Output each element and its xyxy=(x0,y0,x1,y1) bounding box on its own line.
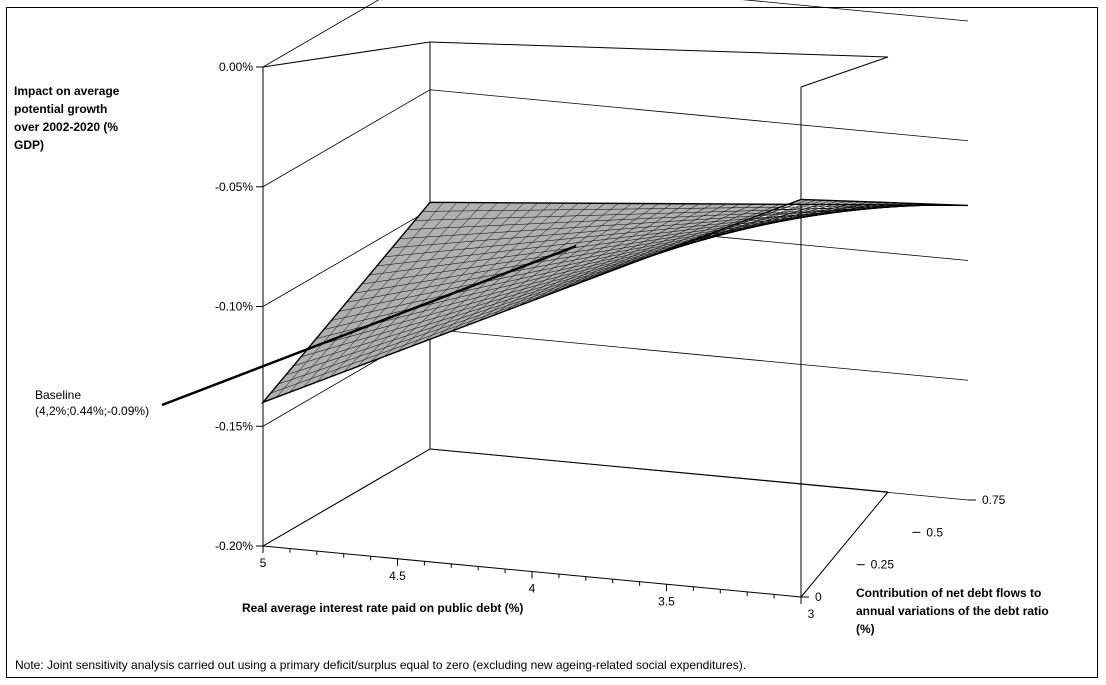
mesh-line xyxy=(407,204,946,230)
mesh-line xyxy=(414,204,953,221)
x-tick-label: 3.5 xyxy=(658,594,675,608)
y-tick-label: 0.5 xyxy=(926,525,943,539)
mesh-line xyxy=(384,203,923,258)
y-axis-line xyxy=(800,491,889,598)
top-back-edge xyxy=(429,41,889,58)
x-tick-label: 5 xyxy=(260,556,267,570)
mesh-line xyxy=(422,204,961,212)
mesh-line xyxy=(376,203,915,267)
z-gridline xyxy=(262,89,969,188)
z-tick-label: -0.10% xyxy=(215,300,253,314)
footnote: Note: Joint sensitivity analysis carried… xyxy=(15,658,746,672)
z-axis-ticks: 0.00% -0.05% -0.10% -0.15% -0.20% xyxy=(215,60,263,553)
chart-frame xyxy=(6,7,1098,678)
z-gridline xyxy=(262,0,969,68)
y-axis-title: Contribution of net debt flows to annual… xyxy=(856,586,1052,636)
z-gridline xyxy=(262,448,969,547)
mesh-line xyxy=(399,204,938,239)
y-tick-label: 0.25 xyxy=(871,558,895,572)
mesh-line xyxy=(369,202,908,276)
x-axis-title: Real average interest rate paid on publi… xyxy=(242,601,523,615)
y-axis-ticks: 0 0.25 0.5 0.75 xyxy=(801,493,1006,604)
z-tick-label: 0.00% xyxy=(219,60,253,74)
z-tick-label: -0.15% xyxy=(215,419,253,433)
x-axis-ticks: 5 4.5 4 3.5 3 xyxy=(260,546,815,621)
wall-gridlines xyxy=(262,0,969,547)
x-tick-label: 4 xyxy=(529,582,536,596)
y-tick-label: 0.75 xyxy=(982,493,1006,507)
top-left-edge xyxy=(262,41,431,68)
x-tick-label: 3 xyxy=(808,607,815,621)
z-axis-title: Impact on average potential growth over … xyxy=(14,84,123,152)
top-right-edge xyxy=(800,56,889,88)
z-tick-label: -0.05% xyxy=(215,180,253,194)
x-tick-label: 4.5 xyxy=(389,569,406,583)
z-tick-label: -0.20% xyxy=(215,539,253,553)
mesh-line xyxy=(361,202,900,285)
baseline-annotation: Baseline (4,2%;0.44%;-0.09%) xyxy=(35,388,149,418)
y-tick-label: 0 xyxy=(815,590,822,604)
surface-mesh xyxy=(260,198,969,404)
mesh-line xyxy=(392,203,931,249)
baseline-annotation-line xyxy=(161,244,577,407)
